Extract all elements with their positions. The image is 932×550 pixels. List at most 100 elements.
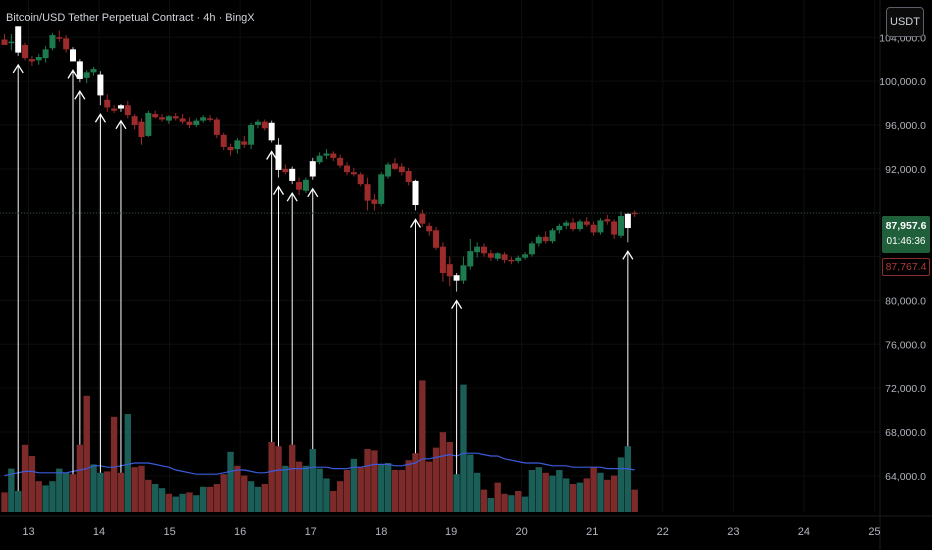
arrow-head	[622, 250, 634, 260]
candle-body	[426, 225, 433, 232]
candle-body	[385, 164, 392, 177]
volume-bar	[467, 454, 474, 512]
candle-body	[337, 157, 344, 166]
candle-body	[364, 184, 371, 201]
candle-body	[248, 124, 255, 145]
volume-bar	[83, 395, 90, 512]
volume-bar	[179, 493, 186, 512]
volume-bar	[42, 485, 49, 512]
candle-body	[398, 166, 405, 173]
volume-bar	[569, 484, 577, 512]
candle-body	[97, 74, 104, 96]
volume-bar	[426, 461, 433, 512]
volume-bar	[247, 481, 255, 512]
candle-body	[268, 122, 275, 141]
candle-body	[371, 199, 378, 204]
volume-bar	[494, 482, 501, 512]
candle-body	[241, 141, 248, 145]
annotation-arrows	[12, 63, 634, 491]
volume-bar	[193, 495, 200, 512]
candle-body	[590, 224, 597, 233]
volume-bar	[391, 470, 399, 512]
candle-body	[289, 168, 296, 181]
candle-body	[576, 221, 583, 230]
candle-body	[213, 119, 220, 135]
last-price-tag: 87,957.6 01:46:36	[882, 216, 930, 253]
candle-body	[563, 222, 570, 226]
candle-body	[56, 37, 63, 39]
volume-bar	[220, 474, 227, 512]
candles	[1, 26, 638, 292]
volume-bar	[515, 491, 522, 512]
price-axis[interactable]: 64,000.0 68,000.0 72,000.0 76,000.0 80,000.0…	[879, 0, 926, 550]
price-tick-label: 92,000.0	[885, 164, 926, 176]
candle-body	[535, 236, 542, 244]
volume-bar	[56, 468, 63, 512]
candle-body	[207, 118, 213, 120]
candle-body	[70, 49, 76, 62]
candle-body	[124, 105, 131, 116]
candle-body	[193, 120, 200, 125]
time-tick-label: 24	[798, 526, 810, 538]
volume-bar	[158, 488, 166, 512]
volume-bar	[49, 481, 56, 512]
volume-bar	[480, 489, 488, 512]
volume-bars	[1, 380, 638, 512]
volume-bar	[15, 491, 22, 512]
candle-body	[357, 174, 364, 185]
volume-bar	[165, 493, 173, 512]
volume-bar	[521, 496, 529, 512]
candle-body	[131, 116, 138, 125]
candle-body	[481, 246, 487, 254]
candle-body	[15, 26, 22, 53]
arrow-head	[67, 69, 79, 79]
volume-bar	[446, 442, 453, 512]
volume-bar	[152, 484, 159, 512]
volume-bar	[241, 475, 248, 512]
price-tick-label: 72,000.0	[885, 383, 926, 395]
arrow-head	[115, 119, 127, 130]
candle-body	[528, 243, 535, 255]
price-tick-label: 80,000.0	[885, 295, 926, 307]
bar-countdown: 01:46:36	[886, 236, 926, 247]
candle-body	[111, 108, 118, 111]
time-tick-label: 23	[727, 526, 739, 538]
candle-body	[604, 219, 611, 222]
candle-body	[227, 146, 234, 151]
volume-bar	[138, 465, 145, 512]
candle-body	[296, 181, 303, 190]
currency-button[interactable]: USDT	[886, 7, 924, 37]
candle-body	[309, 161, 316, 177]
time-tick-label: 15	[163, 526, 175, 538]
volume-bar	[97, 472, 104, 512]
volume-bar	[145, 479, 152, 512]
volume-bar	[323, 478, 330, 512]
candle-body	[439, 246, 446, 273]
volume-bar	[508, 495, 515, 512]
candle-body	[282, 168, 289, 173]
volume-bar	[28, 456, 36, 512]
volume-bar	[439, 432, 447, 512]
volume-bar	[624, 446, 632, 512]
volume-bar	[234, 465, 241, 512]
volume-bar	[535, 467, 542, 512]
volume-bar	[261, 484, 268, 512]
price-tick-label: 76,000.0	[885, 339, 926, 351]
candle-body	[501, 254, 508, 260]
time-tick-label: 17	[305, 526, 317, 538]
candle-body	[323, 153, 330, 156]
candle-body	[391, 163, 398, 169]
candle-body	[76, 61, 83, 79]
candle-body	[487, 253, 494, 258]
volume-bar	[172, 496, 179, 512]
volume-bar	[21, 444, 29, 512]
volume-bar	[186, 492, 193, 512]
volume-bar	[364, 449, 371, 512]
volume-bar	[576, 482, 584, 512]
time-axis[interactable]: 13 14 15 16 17 18 19 20 21 22 23 24 25	[0, 515, 932, 538]
volume-bar	[254, 486, 262, 512]
candle-body	[200, 117, 207, 121]
volume-bar	[110, 416, 118, 512]
low-price-tag: 87,767.4	[882, 258, 930, 276]
